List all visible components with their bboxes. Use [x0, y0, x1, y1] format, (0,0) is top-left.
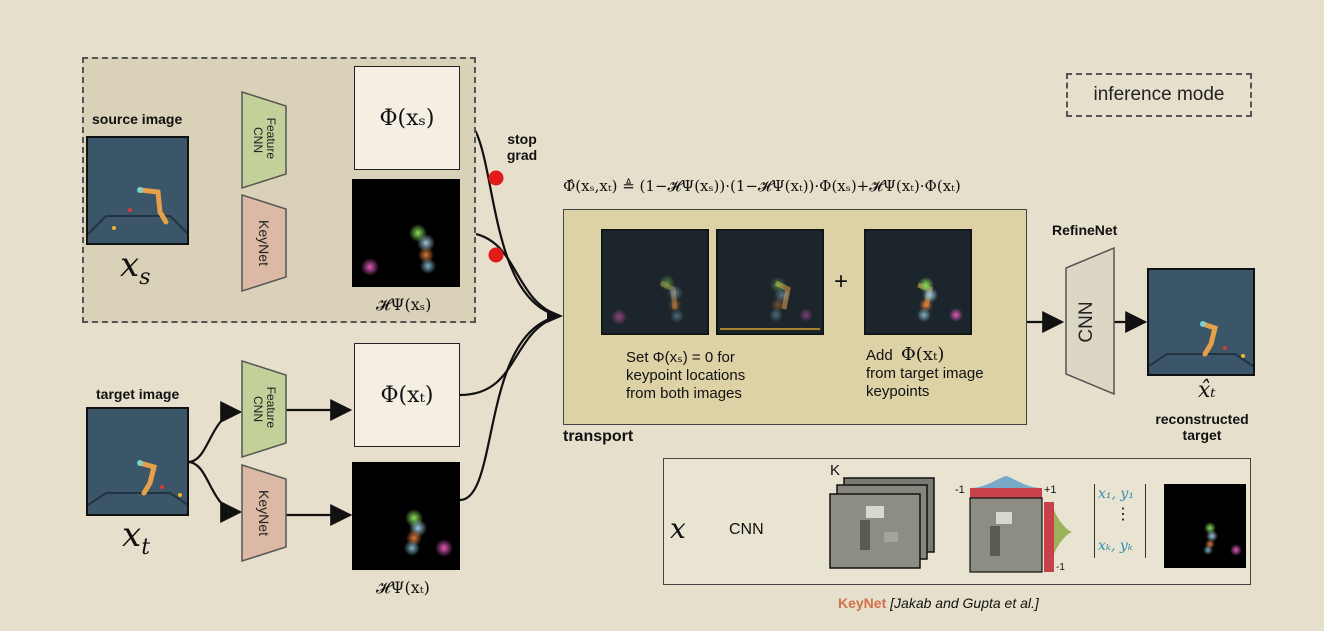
set-line-1: Set Φ(xₛ) = 0 for: [626, 349, 735, 366]
reconstructed-image: [1147, 268, 1255, 376]
target-symbol-sub: t: [141, 534, 151, 560]
transport-formula: Φ̂(xₛ,xₜ) ≜ (1−𝓗Ψ(xₛ))·(1−𝓗Ψ(xₜ))·Φ(xₛ)+…: [563, 177, 961, 195]
refinenet-label: RefineNet: [1052, 222, 1118, 238]
keynet-detail-panel: [663, 458, 1251, 585]
feature-cnn-source-label2: CNN: [251, 127, 265, 153]
svg-text:Feature CNN: Feature CNN: [251, 387, 278, 432]
target-image: [86, 407, 189, 516]
phi-source-box: Φ(xₛ): [354, 66, 460, 170]
phi-target-label: Φ(xₜ): [380, 382, 434, 408]
target-symbol: xt: [122, 515, 150, 560]
keynet-cnn-label: CNN: [729, 521, 764, 538]
keynet-target: KeyNet: [241, 463, 287, 563]
softmax-min-label: -1: [955, 484, 965, 496]
add-line-2: from target image: [866, 365, 984, 382]
reconstructed-line-1: reconstructed: [1155, 411, 1249, 427]
softmax-heatmap: [969, 476, 1072, 573]
source-symbol: xs: [120, 245, 150, 290]
source-image-label: source image: [92, 111, 183, 127]
keynet-k-label: K: [830, 462, 841, 479]
keynet-caption-name: KeyNet: [838, 595, 887, 611]
coordinate-first: x₁, y₁: [1098, 486, 1134, 502]
add-line-1: Add: [866, 347, 893, 364]
source-symbol-sub: s: [139, 264, 151, 290]
source-symbol-x: x: [120, 245, 140, 285]
keynet-caption-citation: [Jakab and Gupta et al.]: [886, 595, 1039, 611]
coordinate-vector: [1094, 484, 1146, 558]
inference-mode-label: inference mode: [1093, 84, 1225, 105]
feature-cnn-target-label: Feature: [264, 387, 278, 429]
add-math: Φ(xₜ): [901, 344, 945, 365]
set-description: Set Φ(xₛ) = 0 for keypoint locations fro…: [626, 349, 806, 403]
target-symbol-x: x: [122, 515, 142, 555]
keynet-target-label: KeyNet: [256, 490, 272, 536]
keynet-source: KeyNet: [241, 193, 287, 293]
source-image: [86, 136, 189, 245]
heatmap-source-label: 𝓗Ψ(xₛ): [376, 295, 432, 314]
keynet-output-heatmap: [1164, 484, 1246, 568]
heatmap-target-label: 𝓗Ψ(xₜ): [376, 578, 430, 597]
add-description: Add Φ(xₜ) from target image keypoints: [866, 346, 1016, 401]
robot-arm-scene-target: [88, 409, 187, 514]
robot-arm-scene-reconstructed: [1149, 270, 1253, 374]
transport-label: transport: [563, 428, 634, 445]
svg-text:Feature CNN: Feature CNN: [251, 118, 278, 163]
transport-masked-both: [716, 229, 824, 335]
feature-cnn-source-label: Feature: [264, 118, 278, 160]
reconstructed-caption: reconstructed target: [1150, 411, 1254, 443]
feature-cnn-target: Feature CNN: [241, 359, 287, 459]
phi-source-label: Φ(xₛ): [379, 105, 435, 131]
plus-sign: +: [834, 268, 849, 295]
keynet-caption: KeyNet [Jakab and Gupta et al.]: [838, 595, 1039, 611]
softmax-max-label: +1: [1044, 484, 1057, 496]
transport-masked-source: [601, 229, 709, 335]
refinenet-cnn-label: CNN: [1076, 301, 1097, 342]
coordinate-last: xₖ, yₖ: [1098, 538, 1133, 554]
keynet-source-label: KeyNet: [256, 220, 272, 266]
add-line-3: keypoints: [866, 383, 930, 400]
reconstructed-line-2: target: [1182, 427, 1222, 443]
set-line-3: from both images: [626, 385, 742, 402]
feature-map-stack: [829, 477, 935, 569]
keynet-input-x: x: [670, 512, 686, 545]
heatmap-target: [352, 462, 460, 570]
inference-mode-legend: inference mode: [1066, 73, 1252, 117]
reconstructed-symbol: x̂ₜ: [1198, 378, 1216, 403]
heatmap-source: [352, 179, 460, 287]
target-image-label: target image: [96, 386, 180, 402]
refinenet-cnn: CNN: [1065, 246, 1115, 396]
feature-cnn-source: Feature CNN: [241, 90, 287, 190]
robot-arm-scene-source: [88, 138, 187, 243]
softmax-min-label-2: -1: [1056, 562, 1065, 573]
set-line-2: keypoint locations: [626, 367, 746, 384]
stop-grad-label: stop grad: [506, 131, 538, 163]
coordinate-dots: ⋮: [1115, 506, 1131, 523]
feature-cnn-target-label2: CNN: [251, 396, 265, 422]
transport-target-keypoints: [864, 229, 972, 335]
phi-target-box: Φ(xₜ): [354, 343, 460, 447]
